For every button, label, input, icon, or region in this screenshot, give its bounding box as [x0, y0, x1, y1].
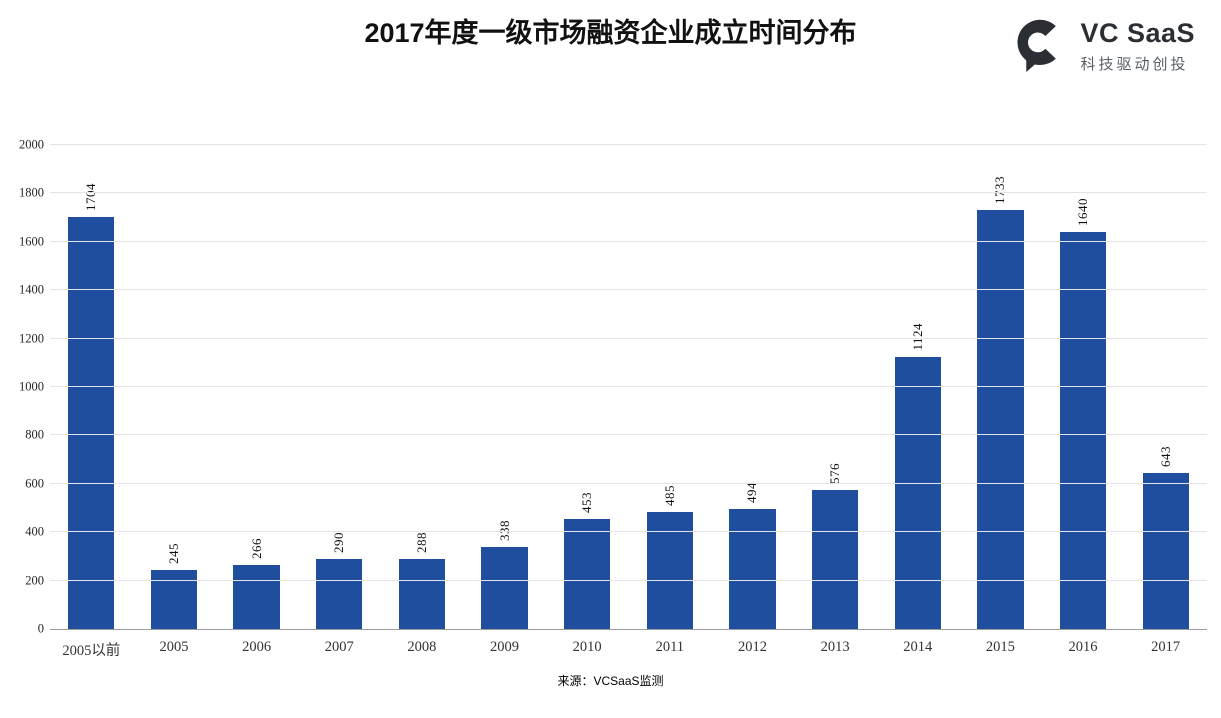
bar	[1142, 473, 1189, 629]
logo-tagline: 科技驱动创投	[1080, 55, 1189, 73]
bar	[398, 559, 446, 629]
grid-line	[50, 579, 1207, 581]
grid-line	[50, 337, 1207, 339]
x-axis: 2005以前 2005 2006 2007 2008 2009 2010 2011 2012 20…	[50, 630, 1207, 660]
y-axis-label: 1600	[19, 234, 44, 249]
bar-group: 1733	[959, 145, 1042, 629]
bar-group: 494	[711, 145, 794, 629]
grid-line	[50, 192, 1207, 194]
y-axis-label: 400	[25, 524, 44, 539]
x-axis-label: 2014	[903, 639, 933, 655]
y-axis-label: 1400	[19, 282, 44, 297]
x-axis-label: 2006	[242, 639, 272, 655]
grid-line	[50, 434, 1207, 436]
x-axis-label: 2010	[572, 639, 602, 655]
x-axis-label: 2005	[159, 639, 189, 655]
bar-value-label: 245	[165, 542, 181, 564]
y-axis-label: 1000	[19, 379, 44, 394]
y-axis-label: 0	[37, 621, 44, 636]
y-axis-label: 1800	[19, 185, 44, 200]
bar-value-label: 266	[248, 537, 264, 559]
x-axis-label: 2013	[820, 639, 850, 655]
y-axis-label: 200	[25, 573, 44, 588]
bar	[811, 489, 859, 629]
bar-group: 266	[215, 145, 298, 629]
bar-group: 288	[381, 145, 464, 629]
bars-row: 1704 245 266 290 288 338 453 485 494 576 1124 1733 1…	[50, 145, 1207, 629]
bar-value-label: 494	[744, 482, 760, 504]
bar-value-label: 1704	[83, 182, 99, 211]
y-axis-label: 800	[25, 427, 44, 442]
x-axis-label: 2007	[324, 639, 354, 655]
x-axis-label: 2005以前	[62, 643, 121, 659]
bar-group: 1704	[50, 145, 133, 629]
bar-group: 1124	[876, 145, 959, 629]
bar-value-label: 288	[413, 532, 429, 554]
y-axis-label: 2000	[19, 137, 44, 152]
x-axis-label: 2017	[1151, 639, 1181, 655]
bar-value-label: 290	[331, 531, 347, 553]
bar	[894, 357, 941, 629]
y-axis-label: 1200	[19, 331, 44, 346]
x-axis-label: 2008	[407, 639, 437, 655]
plot-area: 1704 245 266 290 288 338 453 485 494 576 1124 1733 1…	[19, 138, 1207, 636]
grid-line	[50, 240, 1207, 242]
y-axis-label: 600	[25, 476, 44, 491]
bar-value-label: 453	[579, 492, 595, 514]
x-axis-label: 2011	[655, 639, 685, 655]
bar-group: 1640	[1042, 145, 1125, 629]
bar	[233, 564, 280, 629]
bar-value-label: 1640	[1075, 198, 1090, 227]
bar	[1059, 232, 1107, 629]
grid-line	[50, 482, 1207, 484]
grid-line	[50, 144, 1207, 145]
bar-value-label: 576	[827, 462, 843, 484]
bar-group: 576	[794, 145, 877, 629]
bar	[646, 511, 693, 629]
bar	[316, 558, 363, 629]
bar-group: 290	[298, 145, 381, 629]
grid-line	[50, 386, 1207, 387]
x-axis-label: 2016	[1068, 639, 1098, 655]
vcsaas-logo: VC SaaS 科技驱动创投	[1010, 12, 1195, 79]
grid-line	[50, 531, 1207, 533]
bar-value-label: 643	[1157, 446, 1173, 468]
bar	[729, 509, 776, 629]
bar-group: 338	[463, 145, 546, 629]
bar	[977, 209, 1024, 629]
x-axis-label: 2015	[985, 639, 1015, 655]
logo-name: VC SaaS	[1080, 17, 1195, 48]
bar-value-label: 485	[661, 484, 677, 506]
bar-value-label: 1733	[992, 175, 1008, 204]
bar	[68, 216, 115, 629]
vcsaas-logo-text: VC SaaS 科技驱动创投	[1080, 18, 1195, 74]
source-text: 来源：VCSaaS监测	[557, 674, 664, 688]
vcsaas-logo-icon	[1010, 12, 1068, 79]
chart-title: 2017年度一级市场融资企业成立时间分布	[364, 18, 857, 48]
bar-chart: 1704 245 266 290 288 338 453 485 494 576 1124 1733 1…	[0, 138, 1221, 660]
bar	[150, 569, 198, 629]
bar	[481, 547, 528, 629]
bar-group: 643	[1124, 145, 1207, 629]
x-axis-label: 2009	[490, 639, 520, 655]
bar	[564, 519, 611, 629]
x-axis-label: 2012	[737, 639, 767, 655]
grid-line	[50, 289, 1207, 291]
bar-group: 485	[628, 145, 711, 629]
bar-group: 453	[546, 145, 629, 629]
bar-group: 245	[133, 145, 216, 629]
